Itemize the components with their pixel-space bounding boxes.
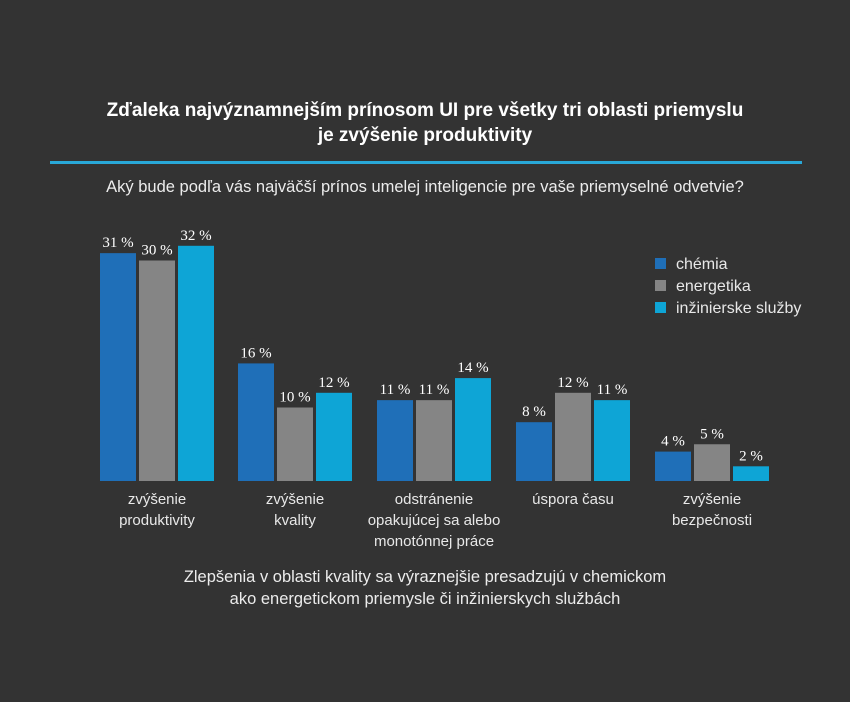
bar-5-2 — [694, 444, 730, 481]
category-label-3-line-2: opakujúcej sa alebo — [368, 512, 501, 529]
legend-swatch-2 — [655, 280, 666, 291]
data-label-1-2: 30 % — [141, 243, 172, 259]
data-label-4-3: 11 % — [597, 382, 628, 398]
chart-title-line-1: Zďaleka najvýznamnejším prínosom UI pre … — [106, 100, 744, 121]
bar-3-3 — [455, 378, 491, 481]
data-label-3-1: 11 % — [380, 382, 411, 398]
bar-1-2 — [139, 260, 175, 481]
bar-5-1 — [655, 451, 691, 481]
category-label-5-line-1: zvýšenie — [683, 491, 741, 508]
category-label-1-line-1: zvýšenie — [128, 491, 186, 508]
chart-footnote: Zlepšenia v oblasti kvality sa výraznejš… — [0, 566, 850, 610]
bar-4-1 — [516, 422, 552, 481]
category-label-2-line-1: zvýšenie — [266, 491, 324, 508]
data-label-5-2: 5 % — [700, 426, 724, 442]
bar-5-3 — [733, 466, 769, 481]
category-label-3-line-1: odstránenie — [395, 491, 473, 508]
footnote-line-2: ako energetickom priemysle či inžiniersk… — [229, 590, 621, 608]
data-label-3-3: 14 % — [457, 360, 488, 376]
data-label-3-2: 11 % — [419, 382, 450, 398]
category-label-3-line-3: monotónnej práce — [374, 533, 494, 550]
data-label-2-3: 12 % — [318, 375, 349, 391]
chart-title-line-2: je zvýšenie produktivity — [317, 125, 533, 146]
category-label-1-line-2: produktivity — [119, 512, 195, 529]
title-divider — [50, 161, 802, 164]
bar-2-3 — [316, 392, 352, 481]
bar-1-3 — [178, 245, 214, 481]
data-label-1-1: 31 % — [102, 235, 133, 251]
bar-4-2 — [555, 392, 591, 481]
category-label-5-line-2: bezpečnosti — [672, 512, 752, 529]
legend-label-3: inžinierske služby — [676, 300, 801, 317]
category-label-2-line-2: kvality — [274, 512, 316, 529]
legend-label-1: chémia — [676, 256, 728, 273]
category-label-4-line-1: úspora času — [532, 491, 614, 508]
data-label-2-1: 16 % — [240, 345, 271, 361]
bar-2-1 — [238, 363, 274, 481]
data-label-1-3: 32 % — [180, 228, 211, 244]
survey-question: Aký bude podľa vás najväčší prínos umele… — [106, 178, 744, 196]
legend-label-2: energetika — [676, 278, 751, 295]
bar-3-2 — [416, 400, 452, 481]
data-label-4-1: 8 % — [522, 404, 546, 420]
data-label-4-2: 12 % — [557, 375, 588, 391]
legend-swatch-3 — [655, 302, 666, 313]
bar-1-1 — [100, 253, 136, 481]
data-label-5-1: 4 % — [661, 434, 685, 450]
data-label-2-2: 10 % — [279, 390, 310, 406]
footnote-line-1: Zlepšenia v oblasti kvality sa výraznejš… — [183, 568, 667, 586]
bar-4-3 — [594, 400, 630, 481]
chart-title: Zďaleka najvýznamnejším prínosom UI pre … — [0, 98, 850, 148]
bar-3-1 — [377, 400, 413, 481]
bar-2-2 — [277, 407, 313, 481]
legend-swatch-1 — [655, 258, 666, 269]
data-label-5-3: 2 % — [739, 448, 763, 464]
